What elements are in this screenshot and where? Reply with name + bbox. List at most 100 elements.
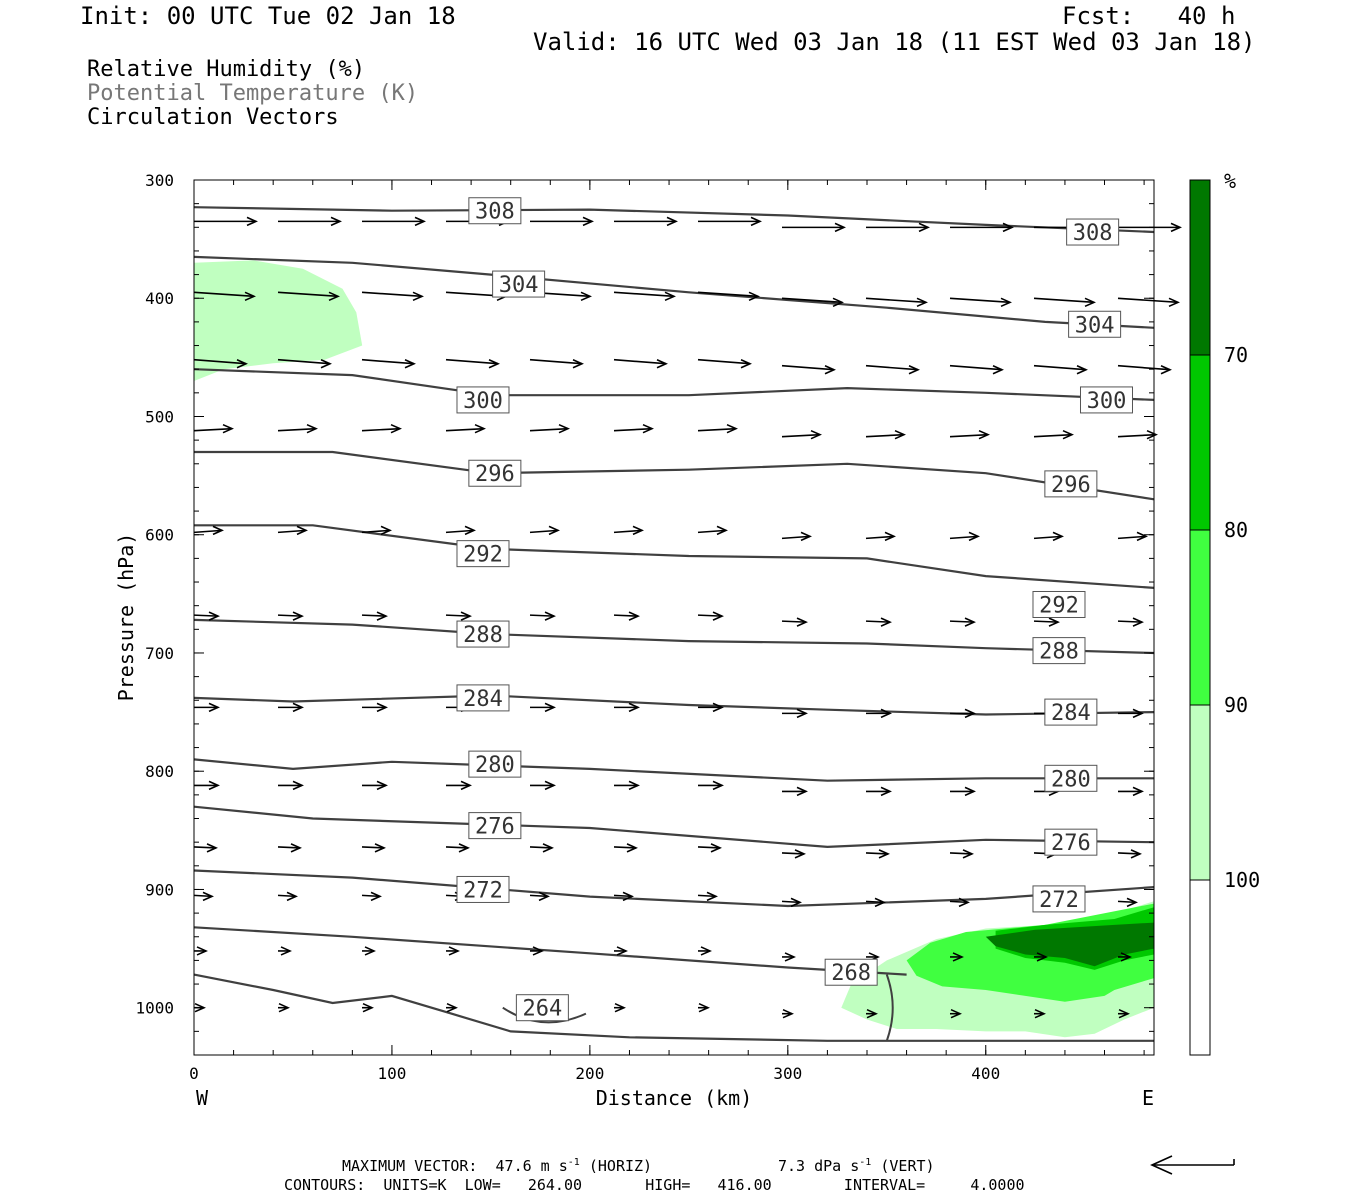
vector-arrow <box>362 780 388 791</box>
theta-label-text: 296 <box>1051 473 1091 498</box>
vector-arrow <box>950 708 976 719</box>
theta-label-text: 304 <box>1075 313 1115 338</box>
theta-label: 288 <box>1032 637 1086 665</box>
theta-line <box>193 973 1154 1042</box>
x-tick-label: 400 <box>971 1064 1000 1083</box>
vector-arrow <box>866 786 892 797</box>
vector-arrow <box>614 946 628 956</box>
theta-label: 308 <box>1066 218 1120 246</box>
y-tick-label: 300 <box>145 171 174 190</box>
vector-arrow <box>193 291 256 302</box>
vector-arrow <box>614 216 678 227</box>
rh-region <box>194 260 363 381</box>
legend-theta: Potential Temperature (K) <box>87 81 419 106</box>
vector-arrow <box>193 423 234 434</box>
vector-arrow <box>278 216 342 227</box>
theta-label-box <box>456 875 510 903</box>
vector-arrow <box>361 525 392 536</box>
theta-label: 300 <box>456 386 510 414</box>
vector-arrow <box>445 843 470 853</box>
vector-arrow <box>865 617 892 627</box>
theta-label-text: 272 <box>1039 888 1079 913</box>
theta-label-text: 300 <box>1087 389 1127 414</box>
vector-arrow <box>613 358 668 369</box>
vector-arrow <box>361 843 386 853</box>
theta-label-text: 308 <box>475 200 515 225</box>
colorbar-segment <box>1189 354 1211 531</box>
vector-arrow <box>362 216 426 227</box>
theta-label-box <box>468 750 522 778</box>
colorbar-segment <box>1189 704 1211 881</box>
vector-arrow <box>781 849 806 859</box>
theta-line <box>193 758 1154 782</box>
vector-arrow <box>866 1008 878 1019</box>
vector-arrow <box>950 786 976 797</box>
theta-label-text: 272 <box>463 878 503 903</box>
theta-label-text: 268 <box>831 961 871 986</box>
vector-arrow <box>698 946 712 956</box>
vector-arrow <box>613 291 676 302</box>
theta-label-box <box>515 994 569 1022</box>
vector-arrow <box>782 222 846 233</box>
vector-arrow <box>1117 364 1172 375</box>
theta-label: 296 <box>1044 470 1098 498</box>
theta-line <box>885 974 894 1042</box>
vector-arrow <box>278 946 292 956</box>
vector-arrow <box>782 952 796 962</box>
theta-label-box <box>1044 764 1098 792</box>
colorbar-unit: % <box>1224 169 1236 193</box>
vector-arrow <box>530 780 556 791</box>
vector-arrow <box>1117 531 1148 542</box>
y-tick-label: 400 <box>145 289 174 308</box>
vector-arrow <box>194 780 220 791</box>
vector-arrow <box>865 364 920 375</box>
vector-arrow <box>361 611 388 621</box>
vector-arrow <box>782 786 808 797</box>
theta-label-box <box>468 459 522 487</box>
theta-label: 304 <box>492 270 546 298</box>
theta-label-box <box>468 812 522 840</box>
contours-info: CONTOURS: UNITS=K LOW= 264.00 HIGH= 416.… <box>284 1176 1025 1194</box>
vector-arrow <box>193 611 220 621</box>
vector-arrow <box>865 849 890 859</box>
relative-humidity-fill <box>194 260 1154 1038</box>
x-axis-label: Distance (km) <box>596 1086 753 1110</box>
vector-arrow <box>1033 617 1060 627</box>
colorbar-level: 70 <box>1224 343 1248 367</box>
vector-arrow <box>781 531 812 542</box>
theta-label-text: 296 <box>475 462 515 487</box>
vector-arrow <box>781 364 836 375</box>
vector-arrow <box>1033 297 1096 308</box>
theta-line <box>193 206 1155 234</box>
theta-label-text: 304 <box>499 273 539 298</box>
vector-arrow <box>781 429 822 440</box>
vector-arrow <box>1118 786 1144 797</box>
theta-label: 268 <box>824 958 878 986</box>
vector-arrow <box>277 358 332 369</box>
vector-arrow <box>698 1002 710 1013</box>
vector-arrow <box>865 429 906 440</box>
theta-line <box>193 926 907 976</box>
vector-arrow <box>446 1002 458 1013</box>
vector-arrow <box>697 891 718 902</box>
vector-arrow <box>698 780 724 791</box>
y-tick-label: 500 <box>145 407 174 426</box>
y-tick-label: 900 <box>145 880 174 899</box>
vector-arrow <box>529 358 584 369</box>
vector-arrow <box>697 423 738 434</box>
colorbar: 70 80 90 100% <box>1189 169 1260 1056</box>
theta-label-box <box>468 197 522 225</box>
y-axis-label: Pressure (hPa) <box>114 533 138 702</box>
theta-label: 304 <box>1068 310 1122 338</box>
theta-label-box <box>1032 637 1086 665</box>
vector-arrow <box>698 216 762 227</box>
vector-arrow <box>613 525 644 536</box>
vector-arrow <box>362 702 388 713</box>
vector-arrow <box>865 297 928 308</box>
vector-arrow <box>949 531 980 542</box>
vector-arrow <box>949 364 1004 375</box>
theta-label: 296 <box>468 459 522 487</box>
vector-arrow <box>865 531 896 542</box>
vector-arrow <box>361 423 402 434</box>
vector-arrow <box>194 702 220 713</box>
